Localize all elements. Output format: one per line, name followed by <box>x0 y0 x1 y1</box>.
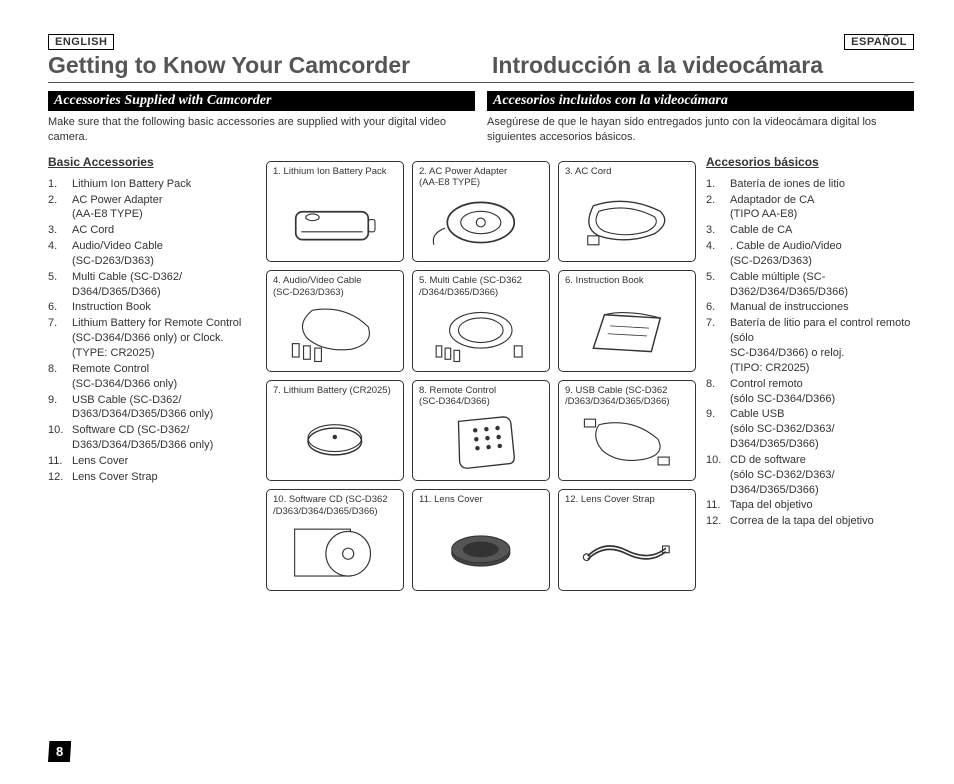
list-item: Lens Cover <box>48 454 256 469</box>
basic-accessories-list-en: Lithium Ion Battery Pack AC Power Adapte… <box>48 177 256 485</box>
cell-label: 1. Lithium Ion Battery Pack <box>273 166 397 188</box>
cell-lithium-battery: 7. Lithium Battery (CR2025) <box>266 380 404 482</box>
lang-english: ENGLISH <box>48 34 114 50</box>
cord-icon <box>565 188 689 258</box>
list-item: Cable USB(sólo SC-D362/D363/D364/D365/D3… <box>706 407 914 452</box>
intro-left: Make sure that the following basic acces… <box>48 115 475 145</box>
cell-label: 11. Lens Cover <box>419 494 543 516</box>
cell-label: 12. Lens Cover Strap <box>565 494 689 516</box>
list-item: Cable de CA <box>706 223 914 238</box>
cell-battery: 1. Lithium Ion Battery Pack <box>266 161 404 263</box>
title-right: Introducción a la videocámara <box>492 52 914 79</box>
cell-label: 8. Remote Control (SC-D364/D366) <box>419 385 543 408</box>
list-item: Lithium Ion Battery Pack <box>48 177 256 192</box>
cell-label: 9. USB Cable (SC-D362 /D363/D364/D365/D3… <box>565 385 689 408</box>
title-left: Getting to Know Your Camcorder <box>48 52 470 79</box>
cell-label: 5. Multi Cable (SC-D362 /D364/D365/D366) <box>419 275 543 298</box>
list-item: AC Power Adapter(AA-E8 TYPE) <box>48 193 256 223</box>
book-icon <box>565 297 689 367</box>
cell-instruction-book: 6. Instruction Book <box>558 270 696 372</box>
cell-multi-cable: 5. Multi Cable (SC-D362 /D364/D365/D366) <box>412 270 550 372</box>
coin-battery-icon <box>273 407 397 477</box>
multi-cable-icon <box>419 298 543 367</box>
list-item: Instruction Book <box>48 300 256 315</box>
intro-right: Asegúrese de que le hayan sido entregado… <box>487 115 914 145</box>
battery-icon <box>273 188 397 258</box>
list-item: Software CD (SC-D362/D363/D364/D365/D366… <box>48 423 256 453</box>
list-item: Lens Cover Strap <box>48 470 256 485</box>
lens-cover-icon <box>419 516 543 586</box>
remote-icon <box>419 407 543 476</box>
cd-icon <box>273 517 397 586</box>
section-bar-left: Accessories Supplied with Camcorder <box>48 91 475 111</box>
usb-cable-icon <box>565 407 689 476</box>
list-item: Control remoto(sólo SC-D364/D366) <box>706 377 914 407</box>
list-item: Cable múltiple (SC-D362/D364/D365/D366) <box>706 270 914 300</box>
basic-accessories-list-es: Batería de iones de litio Adaptador de C… <box>706 177 914 529</box>
strap-icon <box>565 516 689 586</box>
list-item: Manual de instrucciones <box>706 300 914 315</box>
cell-av-cable: 4. Audio/Video Cable (SC-D263/D363) <box>266 270 404 372</box>
cell-label: 10. Software CD (SC-D362 /D363/D364/D365… <box>273 494 397 517</box>
cell-label: 6. Instruction Book <box>565 275 689 297</box>
list-item: Batería de litio para el control remoto … <box>706 316 914 375</box>
list-item: CD de software(sólo SC-D362/D363/D364/D3… <box>706 453 914 498</box>
cell-adapter: 2. AC Power Adapter (AA-E8 TYPE) <box>412 161 550 263</box>
cell-remote: 8. Remote Control (SC-D364/D366) <box>412 380 550 482</box>
cell-label: 3. AC Cord <box>565 166 689 188</box>
list-item: Batería de iones de litio <box>706 177 914 192</box>
accessory-grid: 1. Lithium Ion Battery Pack 2. AC Power … <box>266 161 696 591</box>
cell-software-cd: 10. Software CD (SC-D362 /D363/D364/D365… <box>266 489 404 591</box>
list-item: Correa de la tapa del objetivo <box>706 514 914 529</box>
list-item: Remote Control(SC-D364/D366 only) <box>48 362 256 392</box>
adapter-icon <box>419 188 543 257</box>
page-number: 8 <box>48 741 71 762</box>
subhead-right: Accesorios básicos <box>706 155 914 169</box>
cell-ac-cord: 3. AC Cord <box>558 161 696 263</box>
list-item: Multi Cable (SC-D362/D364/D365/D366) <box>48 270 256 300</box>
cell-lens-cover: 11. Lens Cover <box>412 489 550 591</box>
list-item: Tapa del objetivo <box>706 498 914 513</box>
list-item: AC Cord <box>48 223 256 238</box>
section-bar-right: Accesorios incluidos con la videocámara <box>487 91 914 111</box>
lang-spanish: ESPAÑOL <box>844 34 914 50</box>
cell-usb-cable: 9. USB Cable (SC-D362 /D363/D364/D365/D3… <box>558 380 696 482</box>
list-item: . Cable de Audio/Video(SC-D263/D363) <box>706 239 914 269</box>
cell-label: 4. Audio/Video Cable (SC-D263/D363) <box>273 275 397 298</box>
list-item: USB Cable (SC-D362/D363/D364/D365/D366 o… <box>48 393 256 423</box>
subhead-left: Basic Accessories <box>48 155 256 169</box>
list-item: Lithium Battery for Remote Control (SC-D… <box>48 316 256 361</box>
av-cable-icon <box>273 298 397 367</box>
cell-lens-strap: 12. Lens Cover Strap <box>558 489 696 591</box>
list-item: Adaptador de CA(TIPO AA-E8) <box>706 193 914 223</box>
list-item: Audio/Video Cable(SC-D263/D363) <box>48 239 256 269</box>
cell-label: 7. Lithium Battery (CR2025) <box>273 385 397 407</box>
cell-label: 2. AC Power Adapter (AA-E8 TYPE) <box>419 166 543 189</box>
